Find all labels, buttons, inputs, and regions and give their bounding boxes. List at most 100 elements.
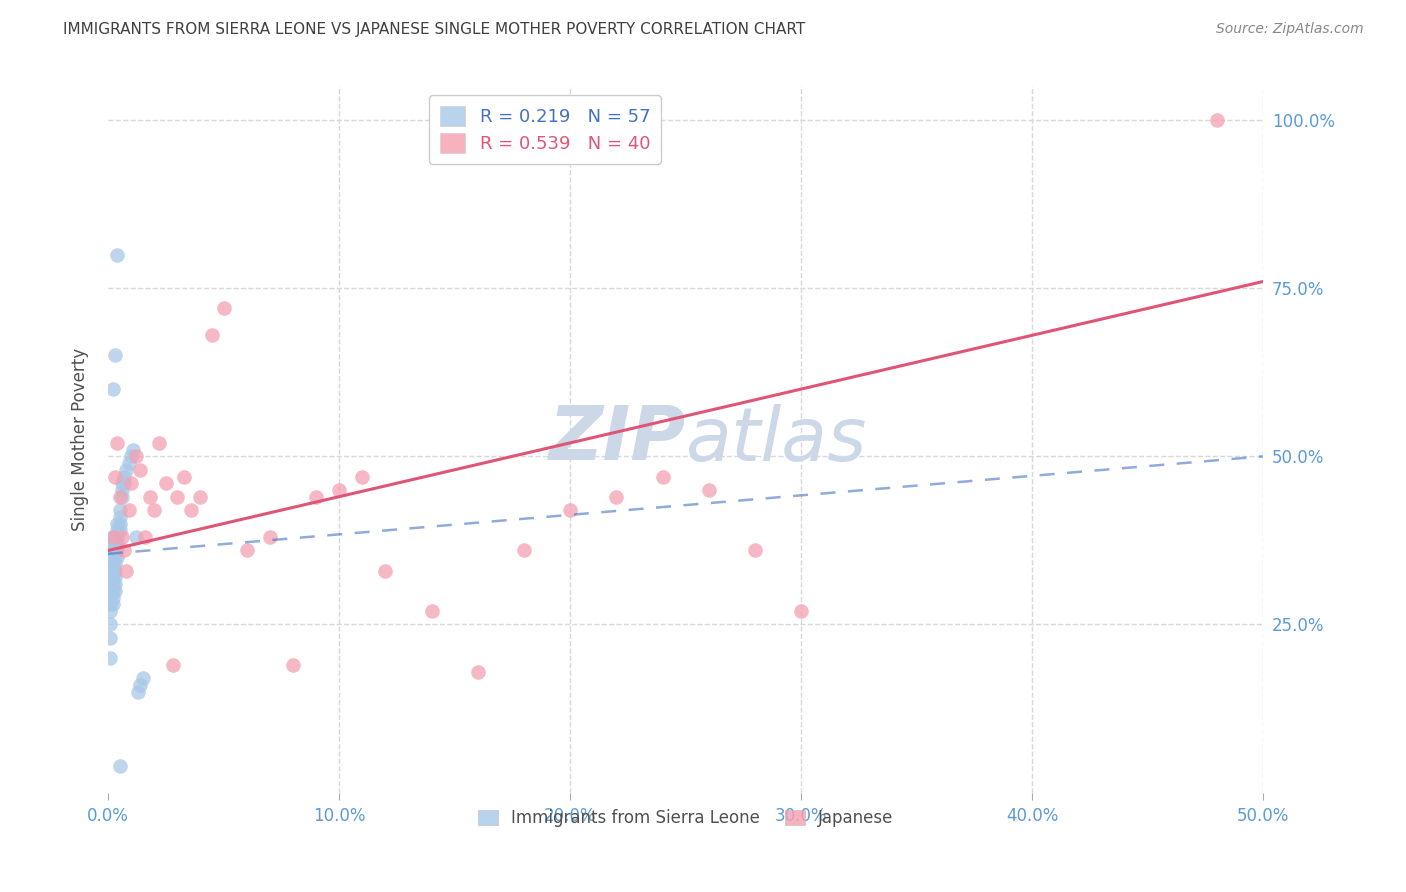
Point [101, 591, 124, 605]
Point [104, 530, 127, 544]
Point [112, 469, 135, 483]
Point [190, 490, 212, 504]
Point [104, 564, 127, 578]
Point [201, 328, 224, 343]
Point [1206, 113, 1229, 128]
Point [108, 503, 131, 517]
Point [101, 530, 124, 544]
Point [101, 537, 124, 551]
Point [105, 247, 128, 261]
Point [560, 503, 582, 517]
Point [105, 530, 128, 544]
Text: ZIP: ZIP [548, 403, 686, 476]
Point [98, 543, 121, 558]
Point [697, 483, 720, 497]
Point [374, 564, 396, 578]
Point [513, 543, 536, 558]
Point [101, 564, 124, 578]
Point [125, 530, 148, 544]
Point [98, 651, 121, 665]
Point [98, 564, 121, 578]
Point [467, 665, 489, 679]
Point [122, 442, 145, 457]
Point [305, 490, 328, 504]
Point [259, 530, 281, 544]
Point [101, 577, 124, 591]
Point [115, 564, 138, 578]
Point [105, 537, 128, 551]
Point [105, 543, 128, 558]
Point [148, 435, 170, 450]
Point [101, 597, 124, 611]
Point [120, 450, 142, 464]
Point [744, 543, 766, 558]
Point [104, 469, 127, 483]
Text: atlas: atlas [686, 403, 868, 475]
Point [98, 604, 121, 618]
Point [651, 469, 673, 483]
Point [118, 503, 141, 517]
Point [101, 550, 124, 565]
Legend: Immigrants from Sierra Leone, Japanese: Immigrants from Sierra Leone, Japanese [471, 803, 900, 834]
Point [112, 543, 135, 558]
Point [101, 583, 124, 598]
Point [104, 570, 127, 584]
Point [129, 463, 152, 477]
Point [125, 450, 148, 464]
Point [120, 476, 142, 491]
Text: Source: ZipAtlas.com: Source: ZipAtlas.com [1216, 22, 1364, 37]
Point [108, 516, 131, 531]
Point [98, 583, 121, 598]
Point [127, 685, 149, 699]
Point [101, 543, 124, 558]
Point [131, 671, 153, 685]
Point [235, 543, 257, 558]
Point [118, 456, 141, 470]
Point [101, 382, 124, 396]
Point [104, 583, 127, 598]
Point [173, 469, 195, 483]
Y-axis label: Single Mother Poverty: Single Mother Poverty [72, 348, 89, 531]
Point [281, 657, 304, 672]
Point [112, 476, 135, 491]
Point [104, 543, 127, 558]
Point [134, 530, 156, 544]
Point [111, 530, 134, 544]
Point [420, 604, 443, 618]
Point [104, 557, 127, 571]
Point [104, 550, 127, 565]
Point [101, 570, 124, 584]
Point [352, 469, 374, 483]
Point [98, 557, 121, 571]
Point [143, 503, 166, 517]
Point [212, 301, 235, 316]
Point [105, 516, 128, 531]
Point [105, 435, 128, 450]
Point [155, 476, 177, 491]
Point [101, 530, 124, 544]
Point [108, 490, 131, 504]
Point [115, 463, 138, 477]
Point [105, 524, 128, 538]
Point [129, 678, 152, 692]
Point [98, 631, 121, 645]
Text: IMMIGRANTS FROM SIERRA LEONE VS JAPANESE SINGLE MOTHER POVERTY CORRELATION CHART: IMMIGRANTS FROM SIERRA LEONE VS JAPANESE… [63, 22, 806, 37]
Point [605, 490, 627, 504]
Point [180, 503, 202, 517]
Point [98, 617, 121, 632]
Point [104, 577, 127, 591]
Point [166, 490, 188, 504]
Point [98, 597, 121, 611]
Point [111, 483, 134, 497]
Point [105, 550, 128, 565]
Point [790, 604, 813, 618]
Point [162, 657, 184, 672]
Point [98, 570, 121, 584]
Point [108, 509, 131, 524]
Point [138, 490, 160, 504]
Point [111, 490, 134, 504]
Point [328, 483, 350, 497]
Point [104, 348, 127, 362]
Point [111, 476, 134, 491]
Point [108, 524, 131, 538]
